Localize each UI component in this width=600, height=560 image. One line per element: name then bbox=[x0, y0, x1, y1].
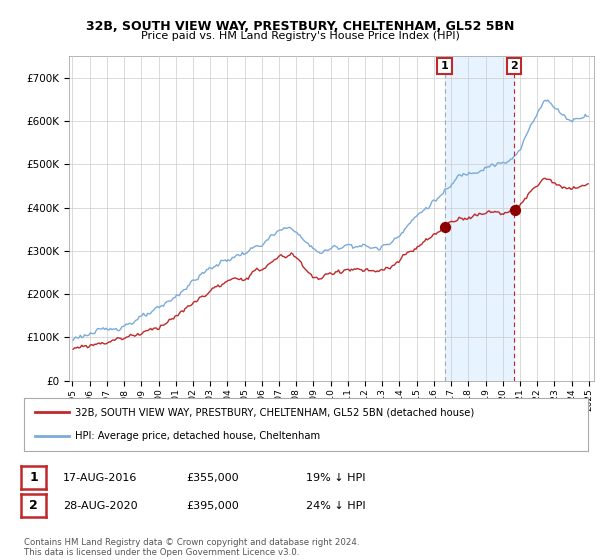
Text: 1: 1 bbox=[29, 471, 38, 484]
Text: 1: 1 bbox=[441, 61, 449, 71]
Text: 2: 2 bbox=[29, 499, 38, 512]
Text: £355,000: £355,000 bbox=[186, 473, 239, 483]
Bar bbox=[445, 56, 514, 381]
Point bbox=[440, 222, 449, 231]
Text: 2: 2 bbox=[511, 61, 518, 71]
Text: Price paid vs. HM Land Registry's House Price Index (HPI): Price paid vs. HM Land Registry's House … bbox=[140, 31, 460, 41]
Point bbox=[510, 206, 520, 214]
Text: 17-AUG-2016: 17-AUG-2016 bbox=[63, 473, 137, 483]
Text: 28-AUG-2020: 28-AUG-2020 bbox=[63, 501, 137, 511]
Text: HPI: Average price, detached house, Cheltenham: HPI: Average price, detached house, Chel… bbox=[75, 431, 320, 441]
Text: Contains HM Land Registry data © Crown copyright and database right 2024.
This d: Contains HM Land Registry data © Crown c… bbox=[24, 538, 359, 557]
Text: 19% ↓ HPI: 19% ↓ HPI bbox=[306, 473, 365, 483]
Text: 32B, SOUTH VIEW WAY, PRESTBURY, CHELTENHAM, GL52 5BN: 32B, SOUTH VIEW WAY, PRESTBURY, CHELTENH… bbox=[86, 20, 514, 32]
Text: £395,000: £395,000 bbox=[186, 501, 239, 511]
Text: 32B, SOUTH VIEW WAY, PRESTBURY, CHELTENHAM, GL52 5BN (detached house): 32B, SOUTH VIEW WAY, PRESTBURY, CHELTENH… bbox=[75, 408, 474, 418]
Text: 24% ↓ HPI: 24% ↓ HPI bbox=[306, 501, 365, 511]
